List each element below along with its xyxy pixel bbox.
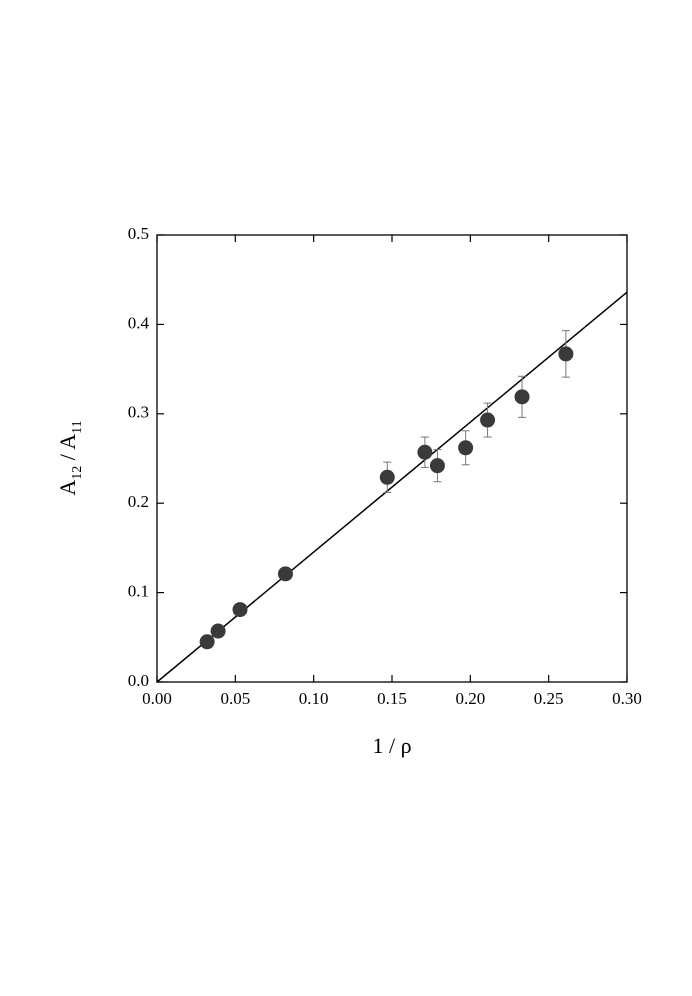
point <box>379 469 395 485</box>
y-tick-label: 0.5 <box>128 224 149 243</box>
point <box>480 412 496 428</box>
x-tick-label: 0.25 <box>534 689 564 708</box>
y-tick-label: 0.3 <box>128 403 149 422</box>
x-tick-label: 0.20 <box>455 689 485 708</box>
y-axis-label-part: 12 <box>70 466 85 480</box>
y-axis-label-part: 11 <box>70 420 85 433</box>
y-axis-label-part: A <box>55 480 80 496</box>
y-tick-label: 0.0 <box>128 671 149 690</box>
y-tick-label: 0.1 <box>128 582 149 601</box>
point <box>514 389 530 405</box>
point <box>210 623 226 639</box>
plot-frame <box>156 234 628 683</box>
point <box>417 444 433 460</box>
y-axis-label-part: / A <box>55 434 80 466</box>
y-tick-label: 0.2 <box>128 492 149 511</box>
x-tick-label: 0.05 <box>220 689 250 708</box>
point <box>199 634 215 650</box>
y-tick-label: 0.4 <box>128 313 150 332</box>
x-tick-label: 0.30 <box>612 689 642 708</box>
x-axis-label: 1 / ρ <box>372 733 411 758</box>
x-tick-label: 0.10 <box>299 689 329 708</box>
point <box>277 566 293 582</box>
point <box>429 458 445 474</box>
fit-line <box>156 291 628 683</box>
point <box>232 602 248 618</box>
y-axis-label: A12 / A11 <box>55 420 85 495</box>
x-tick-label: 0.00 <box>142 689 172 708</box>
point <box>558 346 574 362</box>
point <box>458 440 474 456</box>
x-tick-label: 0.15 <box>377 689 407 708</box>
